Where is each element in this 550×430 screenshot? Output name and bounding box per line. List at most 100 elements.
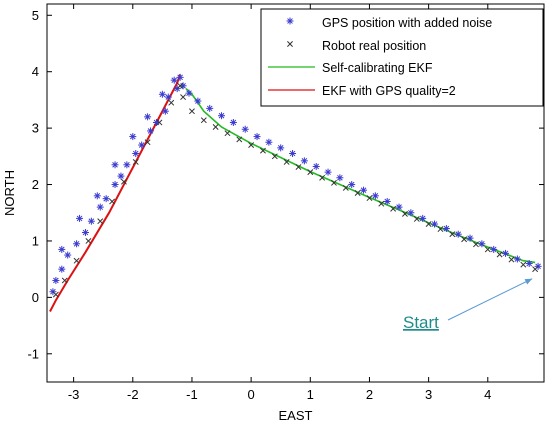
gps-point [129,133,137,141]
robot-point [295,164,302,171]
robot-point [52,291,59,298]
series-markers-0 [49,73,542,296]
gps-point [206,104,214,112]
gps-point [117,172,125,180]
gps-point [502,249,510,257]
gps-point [324,168,332,176]
robot-point [402,210,408,217]
legend-entry-self-calibrating: Self-calibrating EKF [322,61,433,75]
legend-swatch-robot [287,41,293,47]
gps-point [513,255,521,263]
gps-point [265,138,273,146]
robot-point [331,179,337,186]
robot-point [437,226,444,233]
gps-point [466,234,474,242]
gps-point [371,192,379,200]
robot-point [532,266,539,273]
robot-point [120,178,127,185]
robot-point [496,251,503,258]
gps-point [348,181,356,189]
robot-point [271,153,278,160]
gps-point [93,192,101,200]
robot-point [177,82,184,89]
robot-point [283,159,290,165]
gps-point [111,161,119,169]
gps-point [194,97,202,105]
y-tick-label: 0 [32,290,39,305]
gps-point [229,118,237,126]
gps-point [73,240,81,248]
robot-point [156,119,163,126]
gps-point [158,90,166,98]
gps-point [383,197,391,205]
robot-point [132,159,139,165]
robot-point [144,139,151,146]
robot-point [390,205,397,212]
gps-point [300,157,308,165]
robot-point [168,99,175,106]
gps-point [289,150,297,158]
robot-point [224,130,231,137]
legend-swatches [268,17,315,91]
robot-point [85,238,92,244]
gps-point [395,203,403,211]
x-tick-label: -1 [186,387,198,402]
gps-point [525,260,533,268]
x-tick-label: 4 [484,387,491,402]
robot-point [73,257,80,264]
robot-point [378,200,385,207]
gps-point [419,214,427,222]
y-tick-label: -1 [27,346,39,361]
legend-entry-gps: GPS position with added noise [322,16,492,30]
robot-point [366,195,373,202]
series-markers-1 [52,82,539,298]
robot-point [200,117,207,124]
legend-entry-ekf-quality: EKF with GPS quality=2 [322,84,456,98]
gps-point [176,73,184,81]
robot-point [413,215,420,222]
y-axis-label: NORTH [2,170,17,216]
legend-swatch-gps [286,17,294,25]
gps-point [336,174,344,182]
gps-point [132,150,140,158]
x-tick-label: 1 [307,387,314,402]
start-arrowhead [524,278,533,285]
gps-point [81,228,89,236]
robot-point [508,256,515,263]
gps-point [87,217,95,225]
y-tick-label: 3 [32,121,39,136]
robot-point [236,136,243,143]
gps-point [138,141,146,149]
robot-point [97,218,104,225]
robot-point [342,184,349,191]
robot-point [520,261,527,268]
plot-area-frame [46,3,545,383]
gps-point [478,240,486,248]
x-tick-label: -3 [68,387,80,402]
gps-point [161,107,169,115]
robot-point [484,246,491,253]
gps-point [312,162,320,170]
y-tick-label: 4 [32,64,39,79]
start-arrow [447,278,533,321]
robot-point [319,174,326,181]
x-tick-label: 2 [366,387,373,402]
gps-point [442,225,450,233]
x-tick-label: 0 [248,387,255,402]
gps-point [173,85,181,93]
gps-point [170,76,178,84]
x-tick-label: -2 [127,387,139,402]
start-annotation: Start [403,278,533,332]
robot-point [180,94,187,101]
gps-point [490,245,498,253]
robot-point [189,108,195,115]
robot-point [473,241,479,248]
gps-point [185,89,193,97]
gps-point [407,209,415,217]
gps-point [102,195,110,203]
robot-point [212,124,219,130]
gps-point [64,251,72,259]
legend-entry-robot: Robot real position [322,39,426,53]
robot-point [61,277,68,284]
